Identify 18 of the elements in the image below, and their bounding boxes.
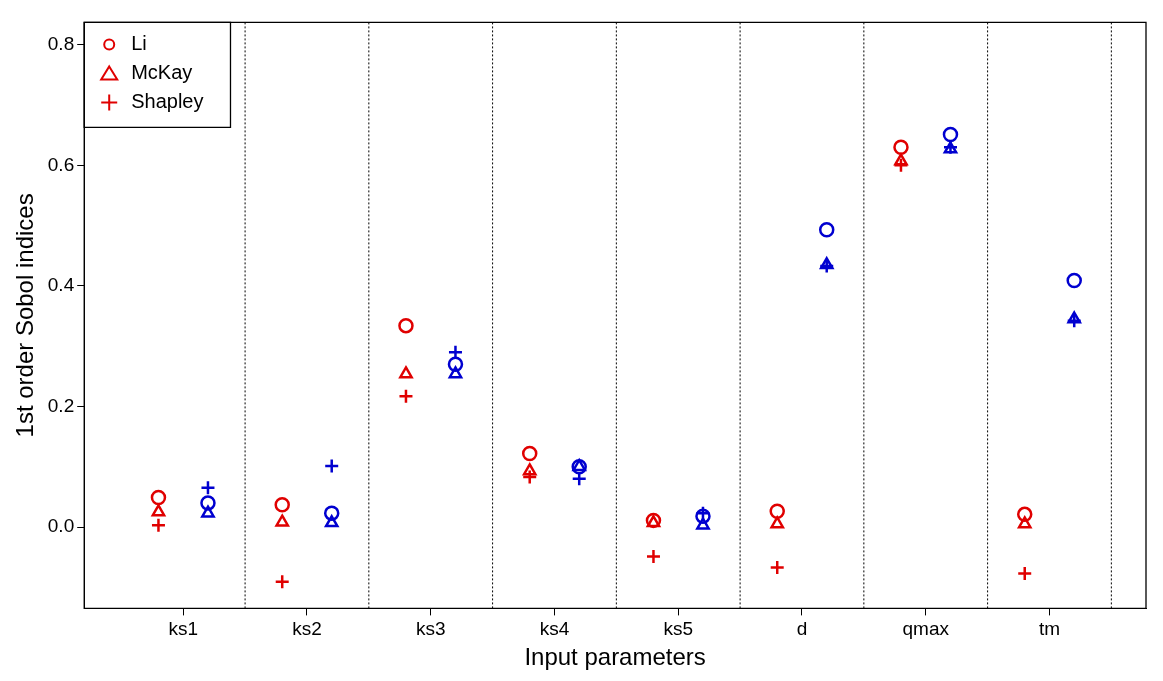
legend-label: Shapley [131,89,204,112]
y-tick-label: 0.6 [47,153,75,175]
x-tick-label: ks3 [415,618,446,640]
legend-label: McKay [131,60,193,83]
y-tick-label: 0.4 [47,274,75,296]
legend-label: Li [131,31,147,54]
x-tick-label: ks5 [663,618,694,640]
y-axis-title: 1st order Sobol indices [11,193,39,438]
y-tick-label: 0.2 [47,394,75,416]
x-tick-label: ks1 [168,618,198,640]
x-tick-label: tm [1038,618,1061,640]
x-tick-label: ks4 [539,618,570,640]
x-tick-label: qmax [902,618,950,640]
x-axis-title: Input parameters [524,643,706,671]
y-tick-label: 0.0 [47,515,75,537]
x-tick-label: ks2 [292,618,322,640]
x-tick-label: d [796,618,808,640]
y-tick-label: 0.8 [47,32,75,54]
